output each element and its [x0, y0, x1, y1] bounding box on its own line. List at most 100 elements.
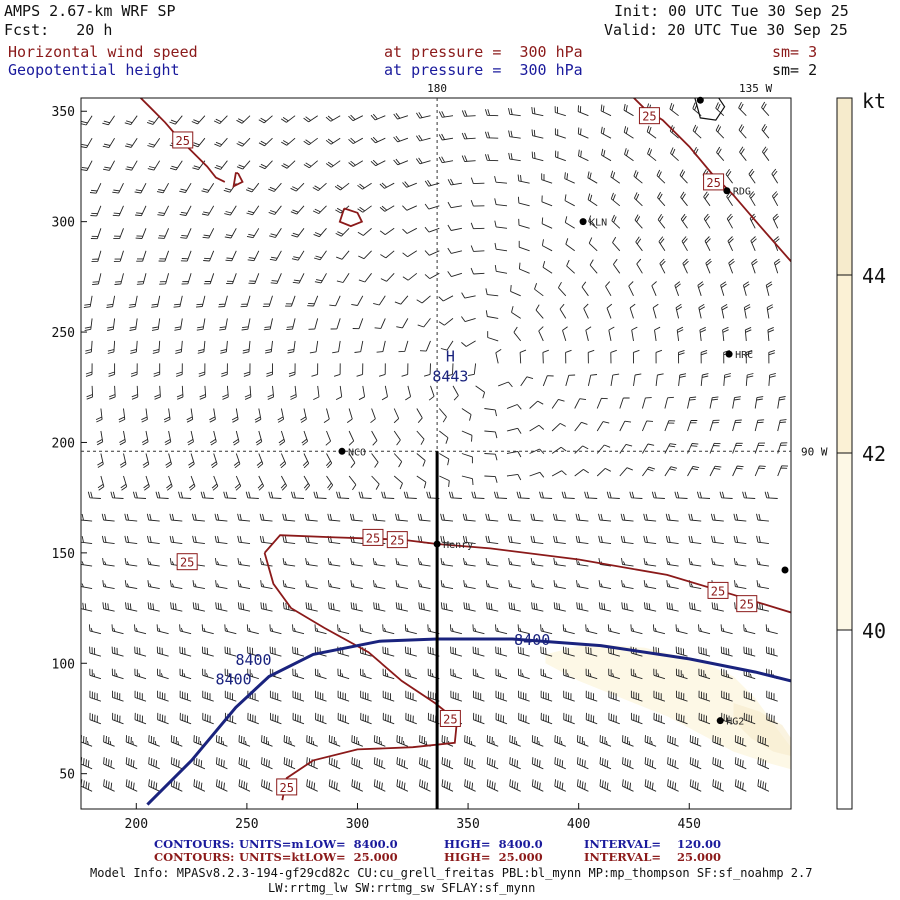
wind-barb: [475, 385, 486, 399]
wind-barb: [517, 196, 530, 207]
wind-barb: [766, 304, 774, 319]
wind-barb: [585, 326, 592, 342]
wind-barb: [379, 205, 395, 212]
wind-barb: [748, 168, 756, 184]
wind-barb: [667, 735, 679, 747]
wind-barb: [258, 137, 273, 147]
wind-barb: [148, 757, 160, 770]
wind-barb: [416, 475, 427, 489]
wind-barb: [287, 340, 296, 354]
wind-speed-contour-25: [263, 552, 458, 801]
wind-barb: [263, 318, 273, 331]
wind-barb: [750, 236, 757, 251]
wind-barb: [405, 385, 412, 401]
wind-barb: [358, 385, 366, 401]
wind-barb: [81, 779, 93, 792]
wind-barb: [574, 398, 587, 409]
wind-barb: [440, 558, 454, 567]
wind-barb: [332, 340, 341, 354]
wind-barb: [416, 408, 423, 423]
wind-barb: [772, 213, 779, 229]
wind-barb: [89, 690, 102, 702]
wind-barb: [587, 193, 598, 207]
wind-barb: [102, 115, 115, 126]
x-tick-label: 250: [235, 817, 258, 832]
wind-speed-contour-25: [338, 207, 364, 228]
wind-barb: [246, 228, 260, 239]
wind-barb: [393, 453, 403, 468]
valid-time: Valid: 20 UTC Tue 30 Sep 25: [604, 21, 848, 39]
wind-barb: [336, 491, 350, 499]
wind-barb: [680, 191, 688, 207]
wind-barb: [675, 668, 688, 680]
wind-barb: [757, 757, 770, 770]
wind-barb: [402, 250, 418, 258]
wind-barb: [111, 668, 124, 680]
wind-barb: [749, 191, 756, 207]
wind-barb: [281, 137, 296, 146]
wind-barb: [379, 182, 395, 189]
wind-barb: [470, 245, 485, 252]
wind-barb: [583, 303, 589, 319]
wind-barb: [327, 558, 341, 567]
wind-barb: [734, 580, 747, 590]
wind-barb: [771, 168, 779, 184]
wind-barb: [402, 272, 418, 281]
wind-barb: [419, 735, 431, 747]
wind-barb: [678, 373, 687, 386]
height-contour-label: 8400: [514, 631, 550, 649]
wind-barb: [214, 160, 228, 170]
wind-barb: [419, 757, 431, 770]
station-dot: [725, 350, 733, 358]
wind-barb: [81, 115, 93, 126]
wind-barb: [359, 624, 372, 635]
wind-barb: [520, 376, 534, 387]
wind-barb: [131, 385, 139, 400]
wind-barb: [642, 466, 656, 477]
contours1-high: HIGH= 8400.0: [444, 837, 543, 851]
wind-barb: [174, 318, 183, 331]
wind-barb: [179, 712, 192, 725]
wind-barb: [531, 129, 544, 139]
wind-barb: [704, 236, 711, 252]
wind-barb: [265, 340, 273, 354]
wind-barb: [448, 491, 462, 499]
wind-barb: [348, 137, 364, 144]
wind-barb: [596, 468, 612, 477]
wind-barb: [277, 408, 285, 423]
wind-barb: [393, 408, 400, 424]
wind-barb: [214, 558, 228, 567]
wind-barb: [303, 137, 318, 146]
wind-barb: [246, 624, 259, 635]
wind-barb: [213, 115, 228, 125]
wind-contour-label: 25: [279, 781, 293, 795]
wind-barb: [470, 267, 485, 275]
wind-barb: [141, 408, 148, 423]
wind-barb: [348, 160, 364, 167]
wind-barb: [738, 101, 747, 117]
wind-barb: [89, 668, 102, 680]
wind-barb: [335, 385, 343, 401]
wind-barb: [197, 340, 206, 354]
wind-barb: [631, 326, 638, 341]
wind-barb: [446, 363, 454, 377]
wind-barb: [371, 453, 379, 468]
wind-barb: [517, 668, 530, 680]
wind-barb: [607, 624, 620, 635]
wind-barb: [91, 250, 102, 263]
wind-barb: [202, 228, 215, 239]
wind-barb: [382, 668, 395, 680]
wind-barb: [282, 602, 296, 612]
contours2-units: UNITS=kt: [239, 850, 305, 864]
wind-barb: [395, 602, 408, 612]
wind-barb: [370, 408, 376, 424]
wind-barb: [402, 205, 417, 211]
wind-barb: [719, 491, 733, 499]
wind-barb: [370, 113, 386, 121]
wind-barb: [215, 580, 228, 590]
wind-barb: [282, 558, 296, 567]
y-tick-label: 200: [52, 436, 75, 451]
wind-barb: [622, 779, 634, 792]
wind-barb: [712, 735, 724, 747]
colorbar-level-label: 42: [862, 442, 886, 466]
